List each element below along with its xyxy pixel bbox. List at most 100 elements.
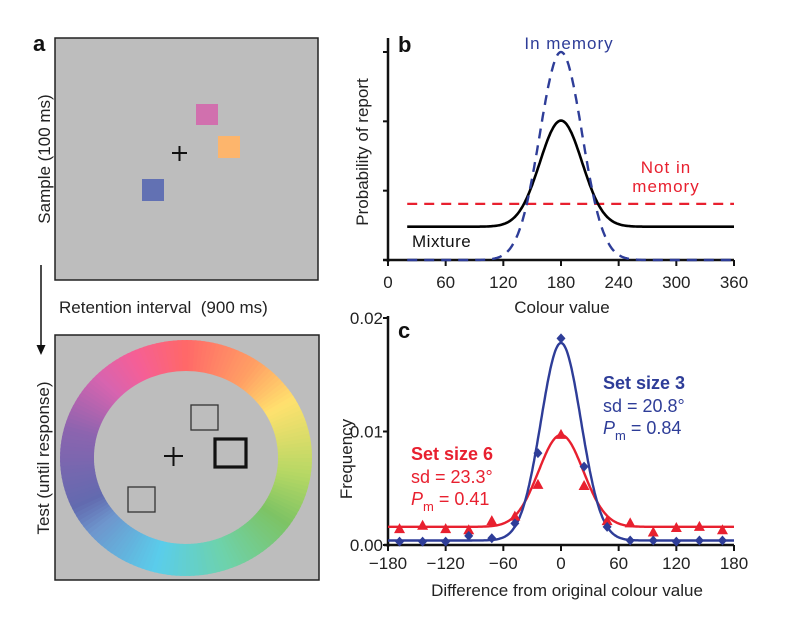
colour-wheel-segment[interactable] bbox=[251, 515, 280, 542]
colour-wheel-segment[interactable] bbox=[159, 341, 172, 374]
colour-wheel-segment[interactable] bbox=[232, 355, 255, 386]
colour-wheel-segment[interactable] bbox=[226, 351, 247, 383]
colour-wheel-segment[interactable] bbox=[130, 349, 150, 381]
colour-wheel-segment[interactable] bbox=[229, 353, 251, 385]
colour-wheel-segment[interactable] bbox=[84, 384, 115, 408]
colour-wheel-segment[interactable] bbox=[65, 483, 100, 499]
colour-wheel-segment[interactable] bbox=[200, 542, 213, 575]
colour-wheel-segment[interactable] bbox=[255, 510, 286, 536]
colour-wheel-segment[interactable] bbox=[246, 519, 274, 547]
colour-wheel-segment[interactable] bbox=[81, 387, 113, 410]
colour-wheel-segment[interactable] bbox=[129, 534, 149, 566]
colour-wheel-segment[interactable] bbox=[89, 377, 119, 403]
colour-wheel-segment[interactable] bbox=[258, 385, 290, 409]
colour-wheel-segment[interactable] bbox=[108, 361, 133, 391]
colour-wheel-segment[interactable] bbox=[142, 345, 159, 378]
colour-wheel-segment[interactable] bbox=[123, 353, 144, 384]
colour-wheel-segment[interactable] bbox=[244, 521, 271, 550]
colour-wheel-segment[interactable] bbox=[261, 503, 293, 526]
colour-wheel-segment[interactable] bbox=[259, 506, 291, 529]
colour-wheel-segment[interactable] bbox=[88, 512, 118, 537]
colour-wheel-segment[interactable] bbox=[272, 417, 307, 433]
colour-wheel-segment[interactable] bbox=[266, 495, 300, 515]
colour-wheel-segment[interactable] bbox=[252, 376, 281, 402]
colour-wheel-segment[interactable] bbox=[242, 365, 269, 393]
colour-wheel-segment[interactable] bbox=[233, 529, 257, 559]
colour-wheel-segment[interactable] bbox=[107, 525, 132, 554]
colour-wheel-segment[interactable] bbox=[230, 530, 253, 561]
colour-wheel-segment[interactable] bbox=[125, 533, 146, 565]
colour-wheel-segment[interactable] bbox=[276, 433, 311, 445]
colour-wheel-segment[interactable] bbox=[245, 367, 272, 395]
colour-wheel-segment[interactable] bbox=[115, 357, 139, 387]
colour-wheel-segment[interactable] bbox=[216, 537, 234, 570]
colour-wheel-segment[interactable] bbox=[267, 402, 300, 422]
colour-wheel-segment[interactable] bbox=[95, 372, 123, 399]
colour-wheel-segment[interactable] bbox=[253, 513, 283, 539]
colour-wheel-segment[interactable] bbox=[91, 514, 120, 540]
colour-wheel-segment[interactable] bbox=[228, 532, 249, 564]
colour-wheel-segment[interactable] bbox=[105, 364, 131, 393]
colour-wheel-segment[interactable] bbox=[236, 527, 261, 557]
colour-wheel-segment[interactable] bbox=[147, 344, 162, 377]
colour-wheel-segment[interactable] bbox=[264, 395, 296, 417]
colour-wheel-segment[interactable] bbox=[83, 507, 114, 531]
colour-wheel-segment[interactable] bbox=[92, 374, 121, 401]
colour-wheel-segment[interactable] bbox=[64, 480, 99, 495]
colour-wheel-segment[interactable] bbox=[110, 526, 135, 556]
colour-wheel-segment[interactable] bbox=[119, 355, 142, 386]
colour-wheel-segment[interactable] bbox=[257, 508, 288, 532]
colour-wheel-segment[interactable] bbox=[222, 535, 242, 567]
colour-wheel-segment[interactable] bbox=[276, 437, 311, 448]
colour-wheel-segment[interactable] bbox=[67, 486, 101, 503]
colour-wheel-segment[interactable] bbox=[275, 429, 310, 442]
colour-wheel-segment[interactable] bbox=[85, 510, 116, 534]
colour-wheel-segment[interactable] bbox=[239, 525, 264, 555]
colour-wheel-segment[interactable] bbox=[70, 491, 104, 510]
colour-wheel-segment[interactable] bbox=[210, 539, 225, 572]
colour-wheel-segment[interactable] bbox=[194, 543, 204, 576]
colour-wheel-segment[interactable] bbox=[225, 533, 246, 565]
colour-wheel-segment[interactable] bbox=[263, 501, 296, 522]
colour-wheel-segment[interactable] bbox=[80, 505, 112, 528]
colour-wheel-segment[interactable] bbox=[277, 441, 312, 451]
colour-wheel-segment[interactable] bbox=[151, 343, 165, 376]
colour-wheel-segment[interactable] bbox=[72, 494, 105, 514]
colour-wheel-segment[interactable] bbox=[63, 477, 98, 491]
colour-wheel-segment[interactable] bbox=[249, 373, 278, 400]
colour-wheel-segment[interactable] bbox=[114, 528, 138, 559]
colour-wheel-segment[interactable] bbox=[62, 474, 97, 487]
colour-wheel-segment[interactable] bbox=[86, 380, 117, 406]
colour-wheel-segment[interactable] bbox=[76, 500, 108, 521]
colour-wheel-segment[interactable] bbox=[68, 489, 103, 506]
colour-wheel-segment[interactable] bbox=[256, 382, 287, 406]
colour-wheel-segment[interactable] bbox=[73, 497, 107, 517]
colour-wheel-segment[interactable] bbox=[254, 379, 284, 404]
colour-wheel-segment[interactable] bbox=[138, 346, 156, 379]
colour-wheel-segment[interactable] bbox=[61, 471, 96, 483]
colour-wheel-segment[interactable] bbox=[100, 521, 127, 549]
colour-wheel-segment[interactable] bbox=[270, 410, 304, 427]
colour-wheel-segment[interactable] bbox=[111, 359, 136, 389]
colour-wheel-segment[interactable] bbox=[241, 523, 267, 552]
colour-wheel-segment[interactable] bbox=[197, 542, 208, 576]
colour-wheel-segment[interactable] bbox=[207, 540, 221, 573]
colour-wheel-segment[interactable] bbox=[60, 465, 95, 475]
colour-wheel-segment[interactable] bbox=[79, 390, 111, 413]
colour-wheel-segment[interactable] bbox=[69, 408, 103, 426]
colour-wheel-segment[interactable] bbox=[103, 523, 130, 551]
colour-wheel-segment[interactable] bbox=[181, 340, 188, 373]
colour-wheel-segment[interactable] bbox=[134, 348, 153, 380]
colour-wheel-segment[interactable] bbox=[265, 498, 298, 519]
colour-wheel-segment[interactable] bbox=[78, 502, 110, 524]
colour-wheel-segment[interactable] bbox=[97, 519, 125, 546]
colour-wheel-segment[interactable] bbox=[219, 536, 238, 568]
colour-wheel-segment[interactable] bbox=[70, 404, 104, 423]
colour-wheel-segment[interactable] bbox=[74, 397, 107, 418]
colour-wheel-segment[interactable] bbox=[265, 399, 299, 419]
colour-wheel-segment[interactable] bbox=[213, 538, 230, 571]
colour-wheel-segment[interactable] bbox=[240, 362, 265, 392]
colour-wheel-segment[interactable] bbox=[126, 351, 147, 383]
colour-wheel-segment[interactable] bbox=[168, 340, 178, 373]
colour-wheel-segment[interactable] bbox=[260, 388, 292, 411]
